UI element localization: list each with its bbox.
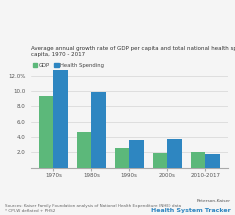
- Bar: [153, 153, 167, 168]
- Bar: [77, 132, 91, 168]
- Bar: [91, 92, 106, 168]
- Bar: [115, 148, 129, 168]
- Text: Health System Tracker: Health System Tracker: [151, 208, 230, 213]
- Legend: GDP, Health Spending: GDP, Health Spending: [33, 63, 104, 68]
- Bar: [53, 70, 68, 168]
- Bar: [205, 154, 219, 168]
- Text: Peterson-Kaiser: Peterson-Kaiser: [196, 199, 230, 203]
- Text: Sources: Kaiser Family Foundation analysis of National Health Expenditure (NHE) : Sources: Kaiser Family Foundation analys…: [5, 204, 181, 213]
- Bar: [167, 138, 182, 168]
- Bar: [191, 152, 205, 168]
- Bar: [39, 96, 53, 168]
- Bar: [129, 140, 144, 168]
- Text: Average annual growth rate of GDP per capita and total national health spending : Average annual growth rate of GDP per ca…: [31, 46, 235, 57]
